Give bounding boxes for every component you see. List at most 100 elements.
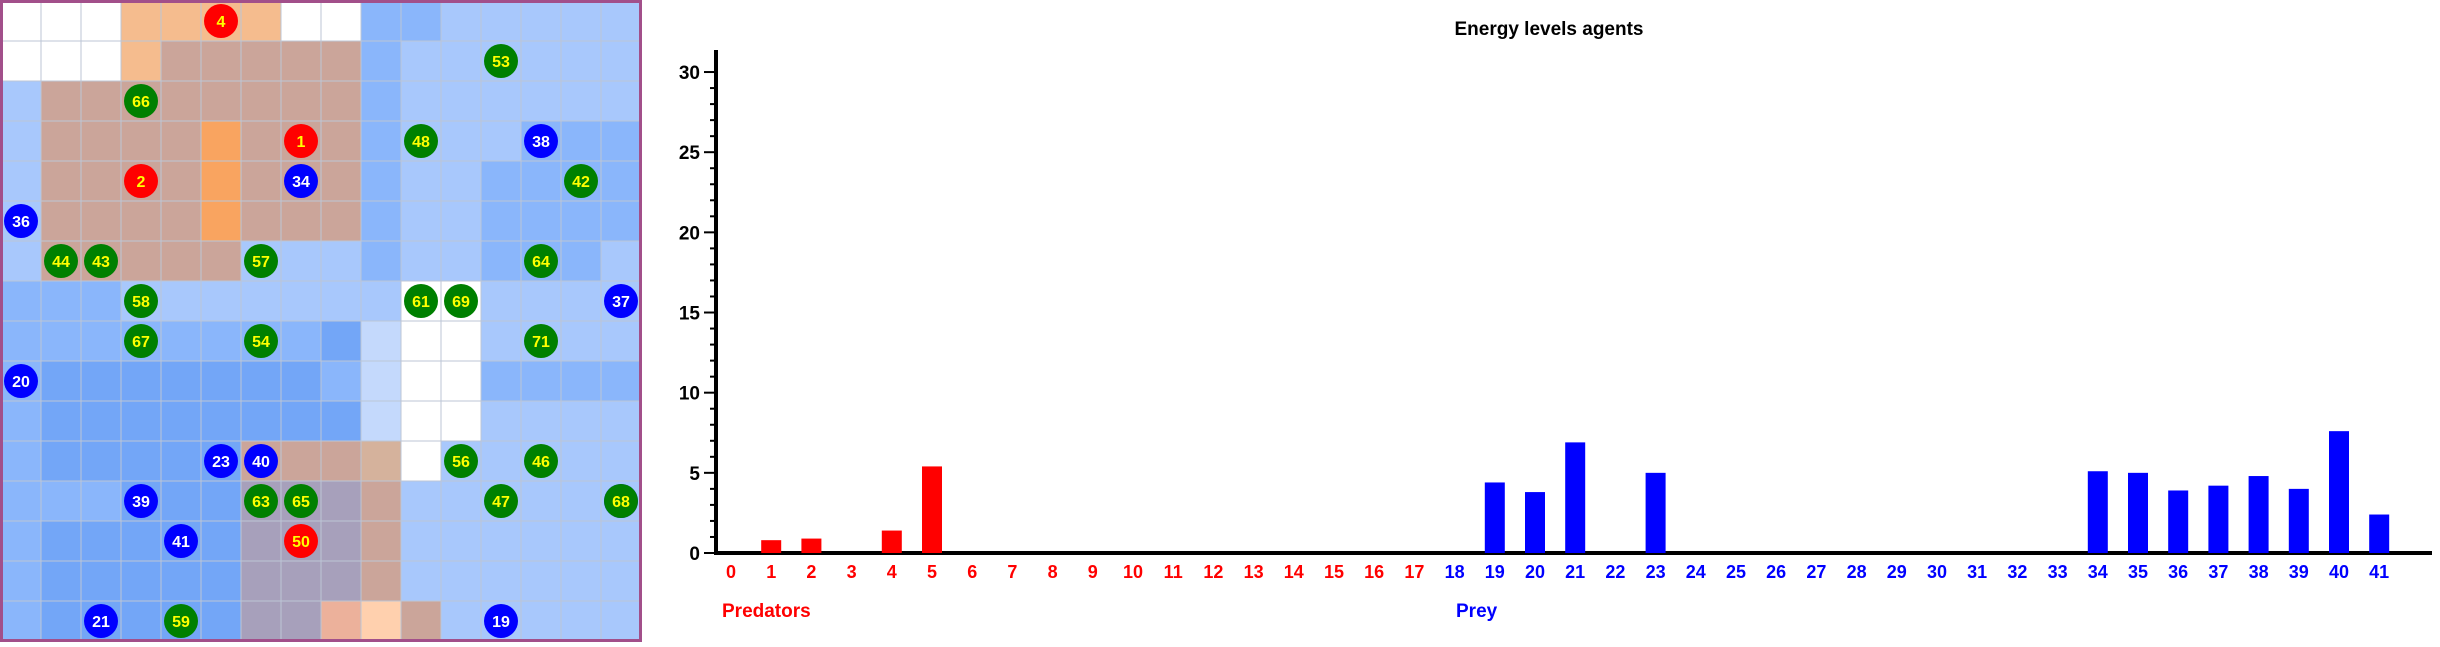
grid-cell [440, 600, 482, 642]
plant-marker [404, 124, 438, 158]
grid-cell [440, 40, 482, 82]
grid-cell [600, 0, 642, 42]
x-tick-label: 20 [1525, 562, 1545, 582]
grid-cell [600, 520, 642, 562]
predator-marker [204, 4, 238, 38]
agent-label: 41 [172, 534, 190, 551]
prey-marker [4, 204, 38, 238]
grid-cell [320, 80, 362, 122]
agent-plant: 68 [604, 484, 638, 518]
grid-cell [360, 280, 402, 322]
grid-cell [560, 40, 602, 82]
agent-plant: 61 [404, 284, 438, 318]
agent-label: 44 [52, 254, 70, 271]
grid-cell [600, 560, 642, 602]
grid-cell [200, 280, 242, 322]
grid-cell [120, 0, 162, 42]
x-tick-label: 32 [2007, 562, 2027, 582]
grid-cell [560, 360, 602, 402]
plant-marker [444, 444, 478, 478]
grid-cell [0, 600, 42, 642]
agent-prey: 20 [4, 364, 38, 398]
agent-label: 65 [292, 494, 310, 511]
grid-cell [600, 120, 642, 162]
bar [2288, 488, 2309, 553]
grid-cell [320, 240, 362, 282]
grid-cell [40, 0, 82, 42]
agent-plant: 71 [524, 324, 558, 358]
grid-cell [400, 240, 442, 282]
grid-cell [0, 120, 42, 162]
grid-cell [560, 400, 602, 442]
grid-cell [280, 200, 322, 242]
agent-prey: 21 [84, 604, 118, 638]
agent-plant: 46 [524, 444, 558, 478]
plant-marker [164, 604, 198, 638]
grid-cell [160, 400, 202, 442]
grid-cell [160, 440, 202, 482]
y-tick-label: 15 [679, 304, 701, 325]
grid-cell [120, 560, 162, 602]
grid-cell [400, 160, 442, 202]
plant-marker [284, 484, 318, 518]
agent-plant: 54 [244, 324, 278, 358]
predator-marker [124, 164, 158, 198]
x-tick-label: 30 [1927, 562, 1947, 582]
grid-cell [160, 320, 202, 362]
x-tick-label: 15 [1324, 562, 1344, 582]
grid-cell [280, 0, 322, 42]
grid-cell [0, 160, 42, 202]
grid-cell [200, 80, 242, 122]
x-tick-label: 16 [1364, 562, 1384, 582]
grid-cell [160, 280, 202, 322]
grid-cell [560, 320, 602, 362]
grid-cell [400, 480, 442, 522]
grid-cell [40, 480, 82, 522]
plant-marker [564, 164, 598, 198]
bar [2208, 485, 2229, 553]
predator-marker [284, 124, 318, 158]
grid-cell [400, 0, 442, 42]
grid-cell [0, 80, 42, 122]
y-tick-label: 30 [679, 63, 700, 84]
grid-cell [480, 160, 522, 202]
grid-cell [360, 440, 402, 482]
agent-label: 21 [92, 614, 110, 631]
grid-cell [480, 520, 522, 562]
grid-cell [120, 360, 162, 402]
x-tick-label: 25 [1726, 562, 1746, 582]
grid-cell [200, 520, 242, 562]
grid-cell [80, 400, 122, 442]
grid-cell [320, 400, 362, 442]
agent-label: 68 [612, 494, 630, 511]
grid-cell [0, 40, 42, 82]
grid-cell [480, 360, 522, 402]
grid-cell [40, 200, 82, 242]
bar [761, 540, 782, 553]
grid-cell [80, 120, 122, 162]
grid-cell [440, 0, 482, 42]
agent-label: 53 [492, 54, 510, 71]
grid-cell [320, 600, 362, 642]
agent-prey: 41 [164, 524, 198, 558]
x-tick-label: 9 [1088, 562, 1098, 582]
grid-cell [40, 40, 82, 82]
grid-cell [200, 160, 242, 202]
agent-label: 38 [532, 134, 550, 151]
agent-plant: 67 [124, 324, 158, 358]
grid-cell [360, 400, 402, 442]
grid-cell [280, 440, 322, 482]
grid-cell [200, 480, 242, 522]
agent-plant: 66 [124, 84, 158, 118]
grid-cell [160, 200, 202, 242]
grid-cell [480, 280, 522, 322]
bar-chart: Energy levels agents Predators Prey 0510… [679, 19, 2432, 622]
grid-cell [0, 240, 42, 282]
grid-cell [360, 600, 402, 642]
agent-prey: 40 [244, 444, 278, 478]
agent-plant: 64 [524, 244, 558, 278]
agent-label: 56 [452, 454, 470, 471]
plant-marker [244, 324, 278, 358]
plant-marker [404, 284, 438, 318]
grid-cell [520, 80, 562, 122]
